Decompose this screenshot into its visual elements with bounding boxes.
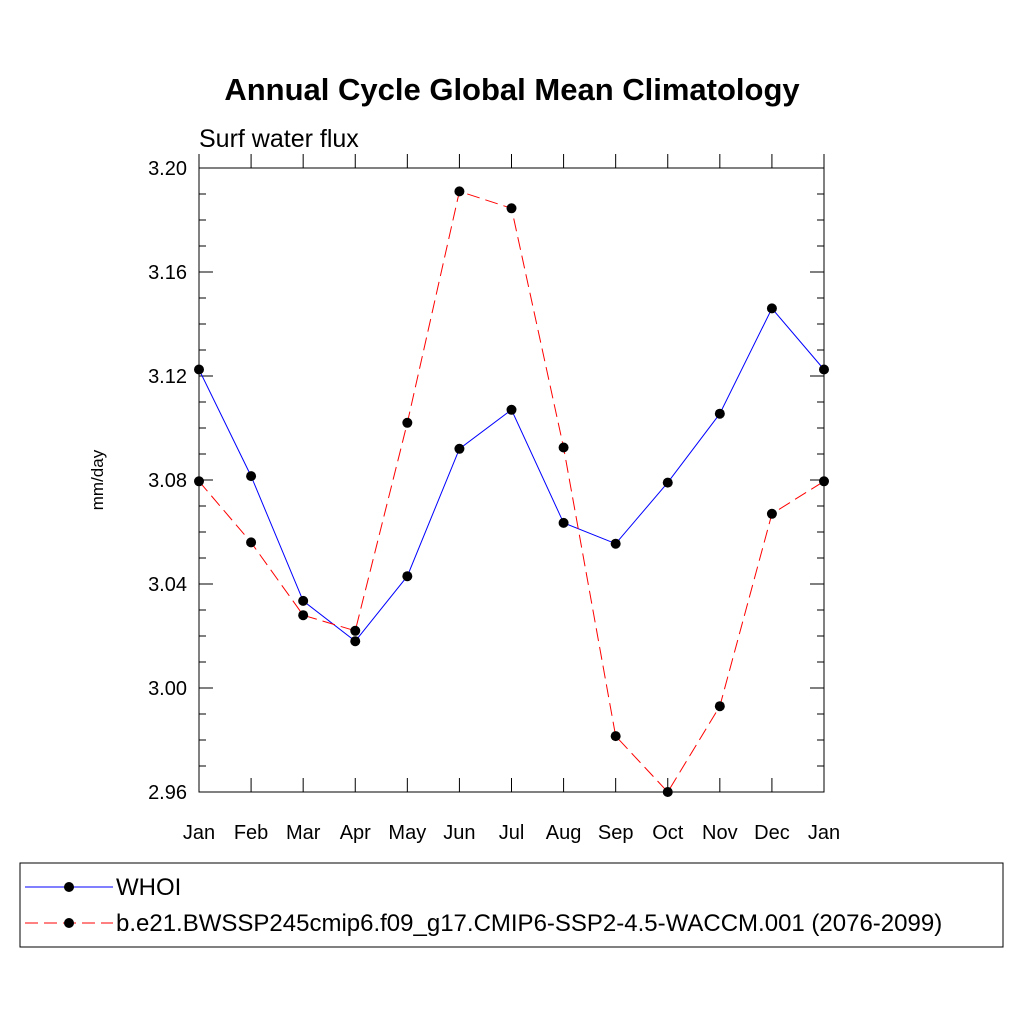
- chart-title: Annual Cycle Global Mean Climatology: [224, 72, 800, 107]
- x-tick-label: Mar: [286, 822, 321, 844]
- x-tick-label: Sep: [598, 822, 634, 844]
- data-point-series-0: [610, 538, 621, 549]
- data-point-series-1: [610, 731, 621, 742]
- series-layer: [194, 186, 829, 797]
- series-line-1: [198, 190, 825, 793]
- x-tick-label: Feb: [234, 822, 268, 844]
- x-tick-label: Apr: [340, 822, 371, 844]
- chart-subtitle: Surf water flux: [199, 125, 359, 153]
- data-point-series-0: [454, 443, 465, 454]
- data-point-series-1: [454, 186, 465, 197]
- data-point-series-1: [766, 508, 777, 519]
- x-tick-label: Oct: [652, 822, 684, 844]
- x-tick-label: Jun: [443, 822, 475, 844]
- data-point-series-1: [350, 625, 361, 636]
- data-point-series-1: [558, 442, 569, 453]
- x-tick-label: Jul: [499, 822, 525, 844]
- y-tick-label: 3.12: [148, 366, 187, 388]
- x-tick-label: Jan: [808, 822, 840, 844]
- x-tick-label: Aug: [546, 822, 582, 844]
- data-point-series-0: [558, 517, 569, 528]
- data-point-series-1: [714, 701, 725, 712]
- data-point-series-1: [246, 537, 257, 548]
- data-point-series-1: [298, 610, 309, 621]
- data-point-series-0: [298, 595, 309, 606]
- x-tick-label: Jan: [183, 822, 215, 844]
- x-tick-label: May: [388, 822, 426, 844]
- data-point-series-0: [246, 471, 257, 482]
- legend-label-whoi: WHOI: [116, 874, 181, 901]
- series-line-0: [198, 307, 825, 642]
- data-point-series-0: [662, 477, 673, 488]
- y-tick-label: 3.16: [148, 262, 187, 284]
- data-point-series-1: [402, 417, 413, 428]
- legend-marker-whoi: [64, 882, 74, 892]
- y-tick-label: 3.20: [148, 158, 187, 180]
- legend-label-waccm: b.e21.BWSSP245cmip6.f09_g17.CMIP6-SSP2-4…: [116, 910, 942, 937]
- y-tick-label: 2.96: [148, 782, 187, 804]
- axis-ticks: [198, 154, 825, 793]
- data-point-series-0: [714, 408, 725, 419]
- legend: WHOI b.e21.BWSSP245cmip6.f09_g17.CMIP6-S…: [19, 862, 1004, 948]
- y-tick-label: 3.04: [148, 574, 187, 596]
- data-point-series-0: [402, 571, 413, 582]
- legend-box: [19, 862, 1004, 948]
- x-tick-label: Nov: [702, 822, 738, 844]
- y-tick-label: 3.08: [148, 470, 187, 492]
- y-axis-label: mm/day: [88, 449, 107, 510]
- x-tick-label: Dec: [754, 822, 790, 844]
- legend-marker-waccm: [64, 918, 74, 928]
- plot-frame: [198, 167, 825, 793]
- data-point-series-1: [506, 203, 517, 214]
- data-point-series-0: [506, 404, 517, 415]
- y-tick-labels: 3.20 3.16 3.12 3.08 3.04 3.00 2.96: [148, 158, 187, 804]
- data-point-series-0: [350, 636, 361, 647]
- data-point-series-0: [766, 303, 777, 314]
- x-tick-labels: Jan Feb Mar Apr May Jun Jul Aug Sep Oct Nov Dec Jan: [183, 822, 840, 844]
- y-tick-label: 3.00: [148, 678, 187, 700]
